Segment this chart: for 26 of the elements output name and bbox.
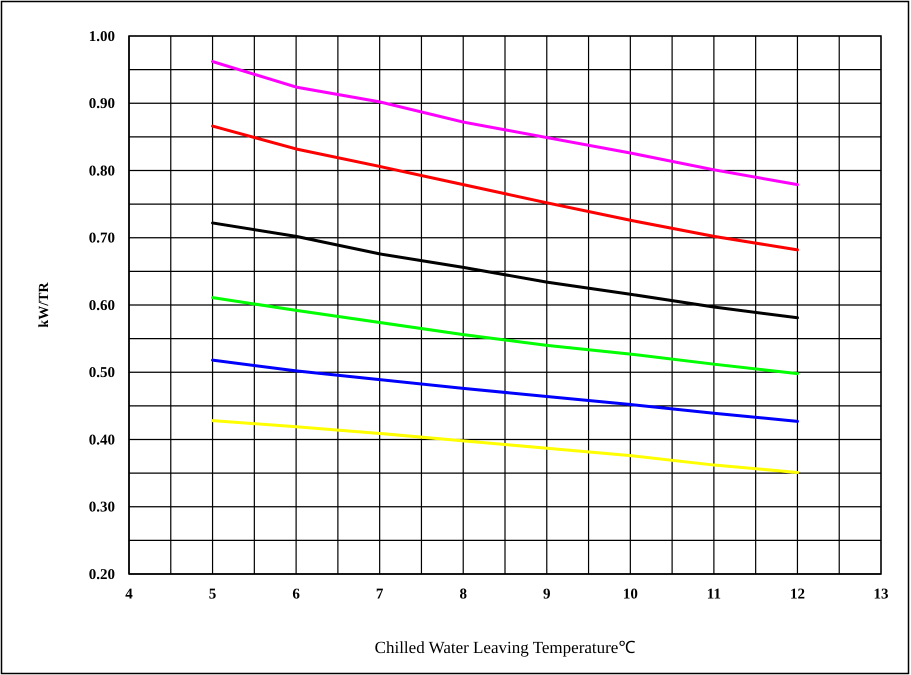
y-tick-label: 0.60 [88, 298, 115, 314]
x-tick-label: 4 [125, 586, 134, 603]
y-tick-label: 0.90 [88, 96, 115, 112]
y-tick-label: 0.70 [88, 230, 115, 247]
x-tick-label: 5 [208, 586, 216, 603]
line-series [211, 358, 799, 423]
x-tick-label: 6 [292, 586, 300, 603]
x-tick-label: 11 [706, 586, 721, 603]
y-tick-label: 0.50 [88, 365, 115, 382]
y-tick-label: 0.20 [88, 566, 115, 583]
x-tick-label: 8 [459, 586, 467, 603]
y-tick-label: 0.40 [88, 432, 115, 448]
line-series [211, 60, 799, 186]
line-series [211, 296, 799, 376]
line-series [211, 124, 799, 252]
x-tick-label: 13 [874, 586, 888, 603]
y-axis-title: kW/TR [37, 282, 52, 328]
x-tick-label: 10 [622, 586, 638, 603]
y-tick-label: 1.00 [88, 28, 115, 45]
x-tick-label: 12 [790, 586, 805, 603]
y-tick-label: 0.30 [88, 500, 115, 516]
y-tick-label: 0.80 [88, 163, 115, 180]
line-series [211, 419, 799, 474]
x-tick-label: 7 [376, 586, 384, 603]
x-axis-title: Chilled Water Leaving Temperature℃ [374, 638, 636, 657]
x-tick-label: 9 [543, 586, 551, 603]
